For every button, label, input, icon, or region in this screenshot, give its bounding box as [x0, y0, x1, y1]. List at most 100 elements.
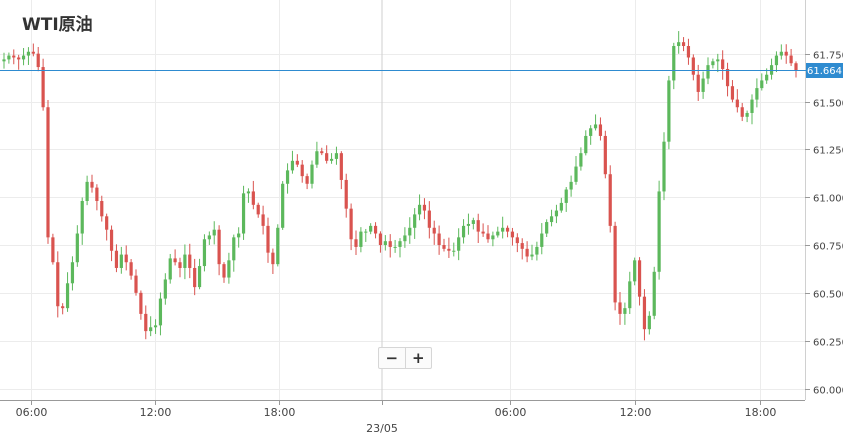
candle-down: [12, 55, 16, 58]
candle-up: [197, 266, 202, 288]
candle-up: [711, 61, 715, 66]
candle-up: [461, 225, 466, 238]
candle-down: [696, 74, 700, 92]
candle-down: [320, 151, 324, 154]
candle-down: [378, 233, 383, 246]
candle-down: [373, 225, 378, 234]
candle-down: [740, 107, 744, 117]
zoom-in-button[interactable]: +: [404, 348, 432, 368]
candle-down: [486, 233, 490, 240]
candle-up: [149, 327, 153, 332]
candle-up: [119, 254, 123, 268]
candle-up: [359, 231, 363, 247]
candle-up: [153, 325, 158, 328]
horizontal-gridlines: [0, 54, 805, 390]
candle-up: [554, 210, 559, 217]
candle-down: [109, 229, 114, 251]
y-tick-label: 60.000: [813, 386, 843, 397]
candle-down: [61, 306, 65, 309]
candle-down: [525, 248, 529, 257]
candle-up: [65, 283, 70, 309]
candle-up: [466, 223, 471, 226]
y-tick-label: 60.500: [813, 290, 843, 301]
candle-up: [559, 202, 563, 211]
candle-up: [202, 239, 207, 267]
candle-down: [789, 55, 793, 64]
candle-down: [251, 191, 255, 205]
candle-down: [686, 46, 691, 58]
candle-down: [520, 243, 524, 249]
candle-down: [178, 262, 182, 268]
candle-up: [246, 191, 251, 194]
candle-up: [413, 214, 417, 228]
candle-up: [207, 235, 211, 240]
candle-down: [432, 227, 436, 234]
candle-down: [681, 42, 686, 47]
candle-up: [593, 124, 598, 129]
candle-down: [442, 245, 446, 249]
candle-down: [173, 258, 177, 263]
zoom-out-button[interactable]: −: [385, 349, 399, 367]
candle-up: [579, 153, 583, 167]
candle-down: [124, 254, 128, 263]
candle-up: [315, 151, 319, 165]
candle-down: [295, 160, 299, 165]
candle-down: [222, 264, 226, 278]
candle-up: [75, 233, 79, 263]
candle-up: [183, 254, 187, 268]
candle-down: [41, 67, 45, 108]
candle-up: [212, 229, 216, 236]
current-price-badge-bg: [806, 63, 843, 78]
candle-up: [496, 231, 500, 236]
candle-up: [168, 258, 172, 280]
candle-down: [422, 204, 427, 211]
candle-up: [677, 42, 681, 47]
candle-up: [26, 51, 31, 56]
candle-up: [285, 170, 290, 184]
candle-up: [774, 55, 779, 66]
candle-down: [476, 220, 480, 232]
candle-up: [163, 279, 167, 299]
candle-up: [647, 315, 651, 330]
candle-up: [706, 65, 710, 79]
candle-down: [505, 227, 510, 232]
candle-up: [158, 298, 163, 326]
candle-down: [31, 51, 35, 54]
candle-up: [329, 158, 334, 161]
candle-down: [608, 174, 612, 226]
candle-down: [325, 153, 329, 161]
candle-up: [779, 51, 783, 56]
candle-up: [417, 204, 422, 215]
candle-down: [437, 233, 441, 246]
candle-down: [725, 68, 730, 87]
candle-down: [105, 216, 109, 230]
candle-up: [716, 59, 720, 62]
vertical-gridlines: [31, 0, 761, 400]
candle-up: [491, 235, 495, 240]
candle-down: [388, 241, 392, 247]
y-tick-label: 61.500: [813, 99, 843, 110]
candle-up: [232, 237, 236, 261]
current-price-label: 61.664: [807, 66, 842, 77]
candle-up: [623, 308, 627, 314]
candle-up: [21, 55, 26, 60]
y-tick-label: 60.250: [813, 338, 843, 349]
y-axis-ticks: 61.750 61.500 61.250 61.000 60.750 60.500 60.2…: [805, 51, 843, 397]
candle-down: [271, 252, 275, 265]
candle-up: [584, 135, 588, 154]
candle-down: [603, 135, 607, 175]
x-tick-label: 06:00: [495, 406, 527, 419]
candle-down: [188, 254, 192, 268]
zoom-control: − +: [378, 347, 432, 369]
candle-up: [765, 74, 769, 81]
candle-up: [662, 141, 666, 192]
candle-up: [745, 112, 749, 117]
candle-down: [510, 231, 515, 238]
candle-up: [383, 241, 387, 246]
candle-down: [339, 153, 343, 180]
candle-up: [334, 153, 339, 159]
candle-down: [721, 59, 725, 69]
candle-up: [281, 183, 285, 228]
candle-up: [7, 55, 11, 60]
